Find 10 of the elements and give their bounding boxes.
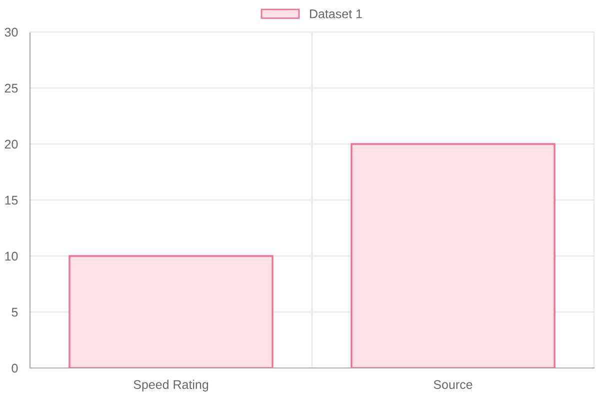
y-tick-label: 30 [4,28,18,37]
x-tick-label: Speed Rating [134,380,208,392]
y-tick-label: 0 [12,364,18,373]
y-tick-label: 15 [5,196,18,205]
y-tick-label: 10 [5,252,18,261]
y-tick-label: 5 [12,308,18,317]
x-tick-label: Source [434,380,472,389]
y-tick-label: 25 [4,84,18,93]
legend-label: Dataset 1 [310,10,362,18]
y-tick-label: 20 [4,140,18,149]
